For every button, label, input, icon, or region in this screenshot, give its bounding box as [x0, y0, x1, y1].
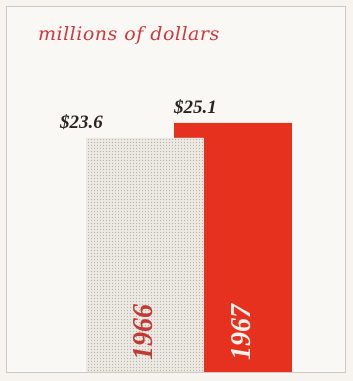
- category-label-1967: 1967: [226, 303, 257, 360]
- value-label-1967: $25.1: [173, 97, 217, 118]
- category-label-1966: 1966: [128, 304, 159, 360]
- bars-layer: $23.6 1966 $25.1 1967: [59, 97, 292, 372]
- value-label-1966: $23.6: [59, 112, 103, 133]
- bar-1966: [86, 137, 204, 372]
- chart-title: millions of dollars: [38, 23, 220, 45]
